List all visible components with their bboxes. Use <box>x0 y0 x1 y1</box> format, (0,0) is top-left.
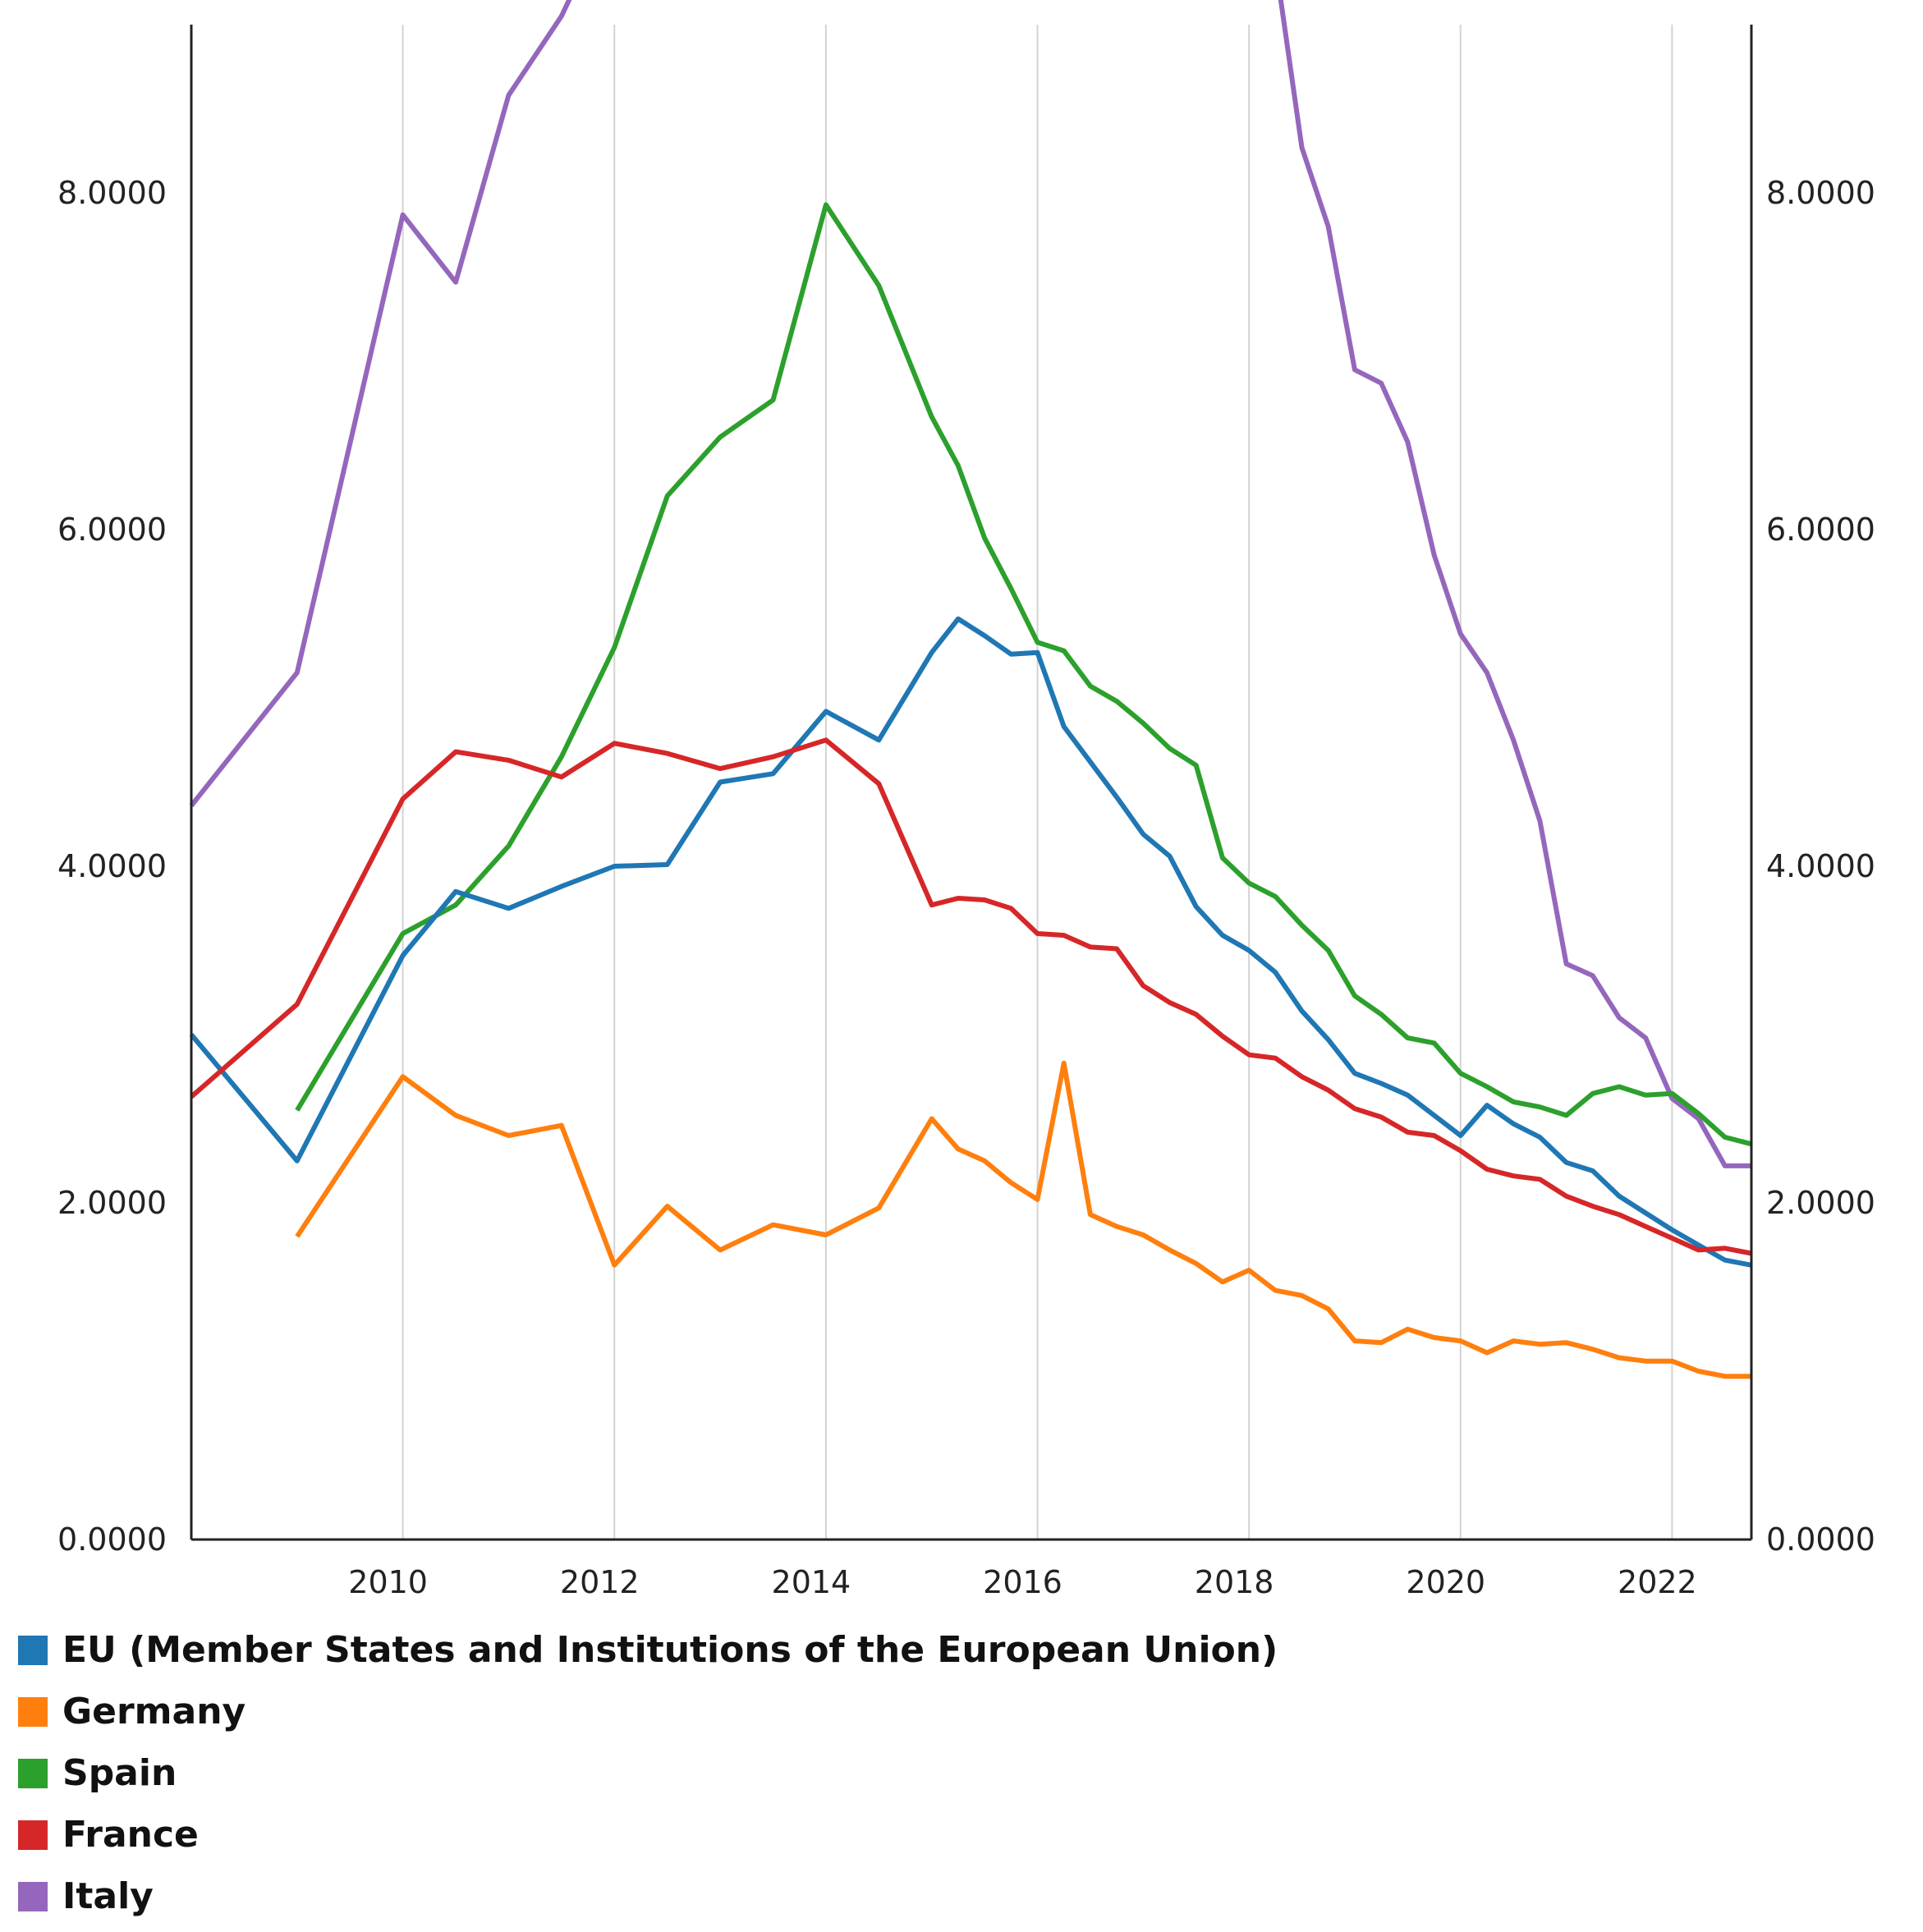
legend-item-france[interactable]: France <box>18 1804 1278 1865</box>
legend-label-germany: Germany <box>62 1691 246 1732</box>
x-tick-2022: 2022 <box>1618 1564 1697 1600</box>
y-tick-left-4: 4.0000 <box>57 848 167 884</box>
legend-item-spain[interactable]: Spain <box>18 1742 1278 1804</box>
y-tick-right-6: 6.0000 <box>1766 512 1875 548</box>
series-line-spain <box>295 202 1752 1147</box>
vertical-gridlines <box>402 25 1673 1540</box>
x-tick-2020: 2020 <box>1406 1564 1485 1600</box>
legend-label-spain: Spain <box>62 1752 177 1794</box>
legend-item-germany[interactable]: Germany <box>18 1681 1278 1742</box>
series-line-italy <box>189 0 1751 1168</box>
x-tick-labels: 2010 2012 2014 2016 2018 2020 2022 <box>348 1564 1696 1600</box>
right-y-tick-labels: 0.00002.00004.00006.00008.000010.000012.… <box>1766 175 1875 1558</box>
legend-swatch-spain <box>18 1758 48 1788</box>
x-tick-2010: 2010 <box>348 1564 428 1600</box>
legend-item-italy[interactable]: Italy <box>18 1865 1278 1927</box>
y-tick-right-8: 8.0000 <box>1766 175 1875 211</box>
y-tick-right-4: 4.0000 <box>1766 848 1875 884</box>
x-tick-2016: 2016 <box>983 1564 1062 1600</box>
left-y-tick-labels: 0.00002.00004.00006.00008.000010.000012.… <box>57 175 167 1558</box>
x-tick-2014: 2014 <box>772 1564 851 1600</box>
series-line-eu <box>189 616 1752 1268</box>
series-line-germany <box>295 1060 1751 1379</box>
y-tick-left-0: 0.0000 <box>57 1521 167 1558</box>
legend-swatch-italy <box>18 1881 48 1911</box>
legend-swatch-france <box>18 1820 48 1850</box>
legend-swatch-germany <box>18 1696 48 1727</box>
axes <box>190 25 1753 1541</box>
y-tick-right-2: 2.0000 <box>1766 1185 1875 1221</box>
legend-item-eu[interactable]: EU (Member States and Institutions of th… <box>18 1619 1278 1681</box>
y-tick-right-0: 0.0000 <box>1766 1521 1875 1558</box>
legend: EU (Member States and Institutions of th… <box>18 1619 1278 1927</box>
y-tick-left-2: 2.0000 <box>57 1185 167 1221</box>
x-tick-2018: 2018 <box>1195 1564 1274 1600</box>
y-tick-left-8: 8.0000 <box>57 175 167 211</box>
legend-label-france: France <box>62 1814 199 1856</box>
y-tick-left-6: 6.0000 <box>57 512 167 548</box>
legend-swatch-eu <box>18 1635 48 1665</box>
series-lines <box>189 0 1752 1379</box>
legend-label-italy: Italy <box>62 1875 154 1917</box>
line-chart: 0.00002.00004.00006.00008.000010.000012.… <box>57 0 1875 1600</box>
x-tick-2012: 2012 <box>560 1564 640 1600</box>
legend-label-eu: EU (Member States and Institutions of th… <box>62 1629 1278 1671</box>
series-line-france <box>190 737 1752 1256</box>
